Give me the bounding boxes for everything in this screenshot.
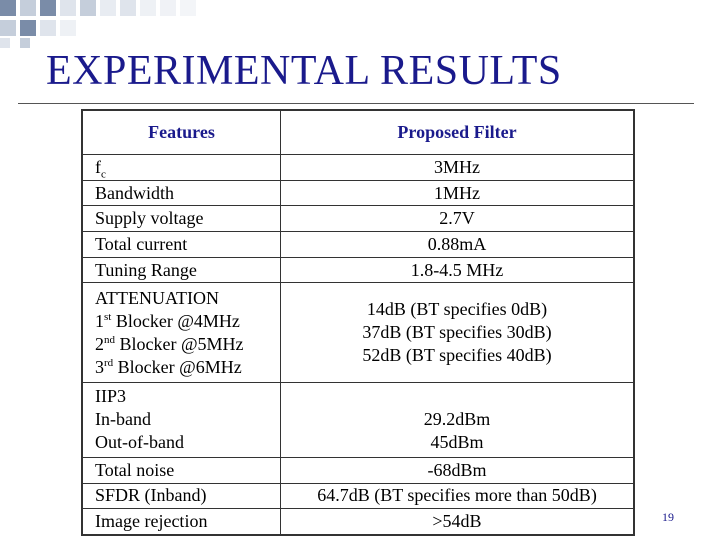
- deco-square: [0, 0, 16, 16]
- table-row: ATTENUATION 1st Blocker @4MHz 2nd Blocke…: [82, 282, 634, 383]
- feature-cell: Total current: [82, 231, 281, 258]
- deco-square: [0, 20, 16, 36]
- value-cell: 64.7dB (BT specifies more than 50dB): [280, 482, 634, 510]
- table-row: Bandwidth 1MHz: [82, 179, 634, 207]
- header-proposed-filter: Proposed Filter: [280, 110, 634, 155]
- feature-cell: Supply voltage: [82, 205, 281, 233]
- value-cell: 29.2dBm 45dBm: [280, 381, 634, 458]
- deco-square: [120, 0, 136, 16]
- deco-square: [140, 0, 156, 16]
- table-header-row: Features Proposed Filter: [82, 110, 634, 155]
- feature-cell: Image rejection: [82, 508, 281, 535]
- feature-cell: Bandwidth: [82, 179, 281, 207]
- feature-cell: IIP3 In-band Out-of-band: [82, 381, 281, 458]
- table-row: IIP3 In-band Out-of-band 29.2dBm 45dBm: [82, 381, 634, 458]
- deco-square: [40, 0, 56, 16]
- table-row: Supply voltage 2.7V: [82, 205, 634, 233]
- table-row: Total current 0.88mA: [82, 231, 634, 258]
- decorative-squares: [0, 0, 240, 50]
- page-number: 19: [662, 510, 674, 524]
- value-cell: 1.8-4.5 MHz: [280, 256, 634, 284]
- header-features: Features: [82, 110, 281, 155]
- table-row: fc 3MHz: [82, 154, 634, 181]
- value-cell: -68dBm: [280, 456, 634, 484]
- table-row: SFDR (Inband) 64.7dB (BT specifies more …: [82, 482, 634, 510]
- deco-square: [60, 20, 76, 36]
- deco-square: [20, 0, 36, 16]
- deco-square: [0, 38, 10, 48]
- deco-square: [160, 0, 176, 16]
- title-underline: [18, 103, 694, 104]
- results-table: Features Proposed Filter fc 3MHz Bandwid…: [81, 109, 635, 536]
- deco-square: [40, 20, 56, 36]
- feature-cell: ATTENUATION 1st Blocker @4MHz 2nd Blocke…: [82, 282, 281, 383]
- feature-cell: Total noise: [82, 456, 281, 484]
- feature-cell: Tuning Range: [82, 256, 281, 284]
- feature-cell: fc: [82, 154, 281, 181]
- value-cell: 14dB (BT specifies 0dB) 37dB (BT specifi…: [280, 282, 634, 383]
- value-cell: >54dB: [280, 508, 634, 535]
- deco-square: [60, 0, 76, 16]
- deco-square: [100, 0, 116, 16]
- table-row: Tuning Range 1.8-4.5 MHz: [82, 256, 634, 284]
- deco-square: [80, 0, 96, 16]
- table-row: Total noise -68dBm: [82, 456, 634, 484]
- slide-title: EXPERIMENTAL RESULTS: [46, 48, 562, 94]
- value-cell: 1MHz: [280, 179, 634, 207]
- table-row: Image rejection >54dB: [82, 508, 634, 535]
- value-cell: 3MHz: [280, 154, 634, 181]
- deco-square: [20, 38, 30, 48]
- value-cell: 2.7V: [280, 205, 634, 233]
- value-cell: 0.88mA: [280, 231, 634, 258]
- deco-square: [20, 20, 36, 36]
- feature-cell: SFDR (Inband): [82, 482, 281, 510]
- deco-square: [180, 0, 196, 16]
